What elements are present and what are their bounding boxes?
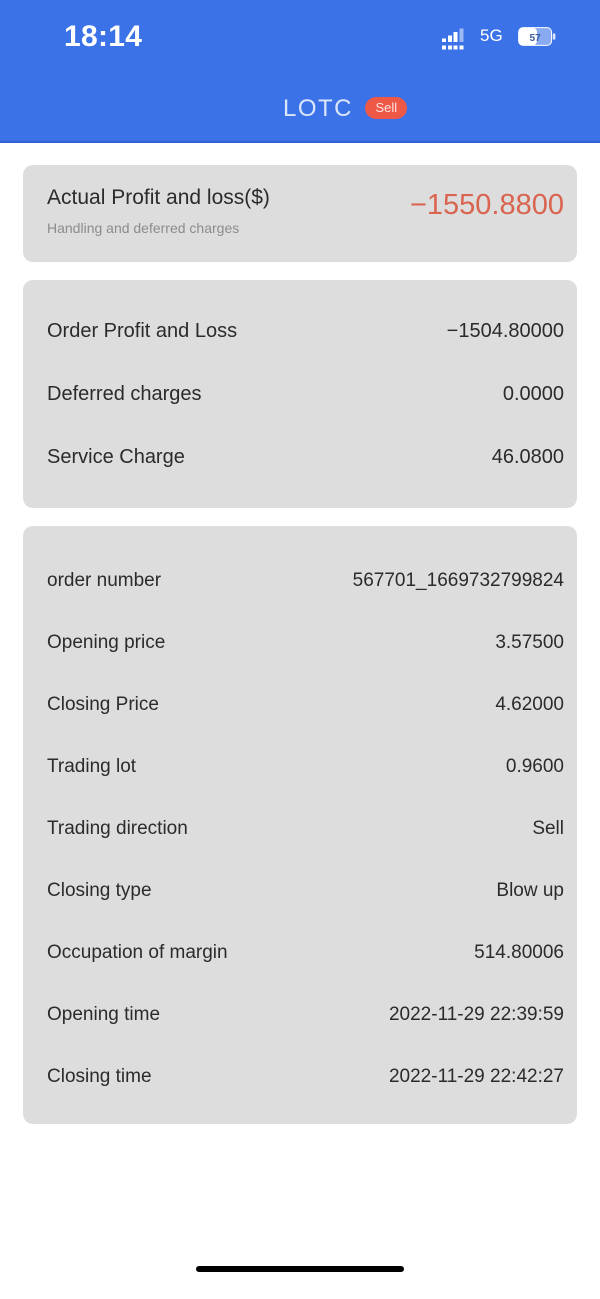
svg-text:57: 57 [529,33,541,44]
